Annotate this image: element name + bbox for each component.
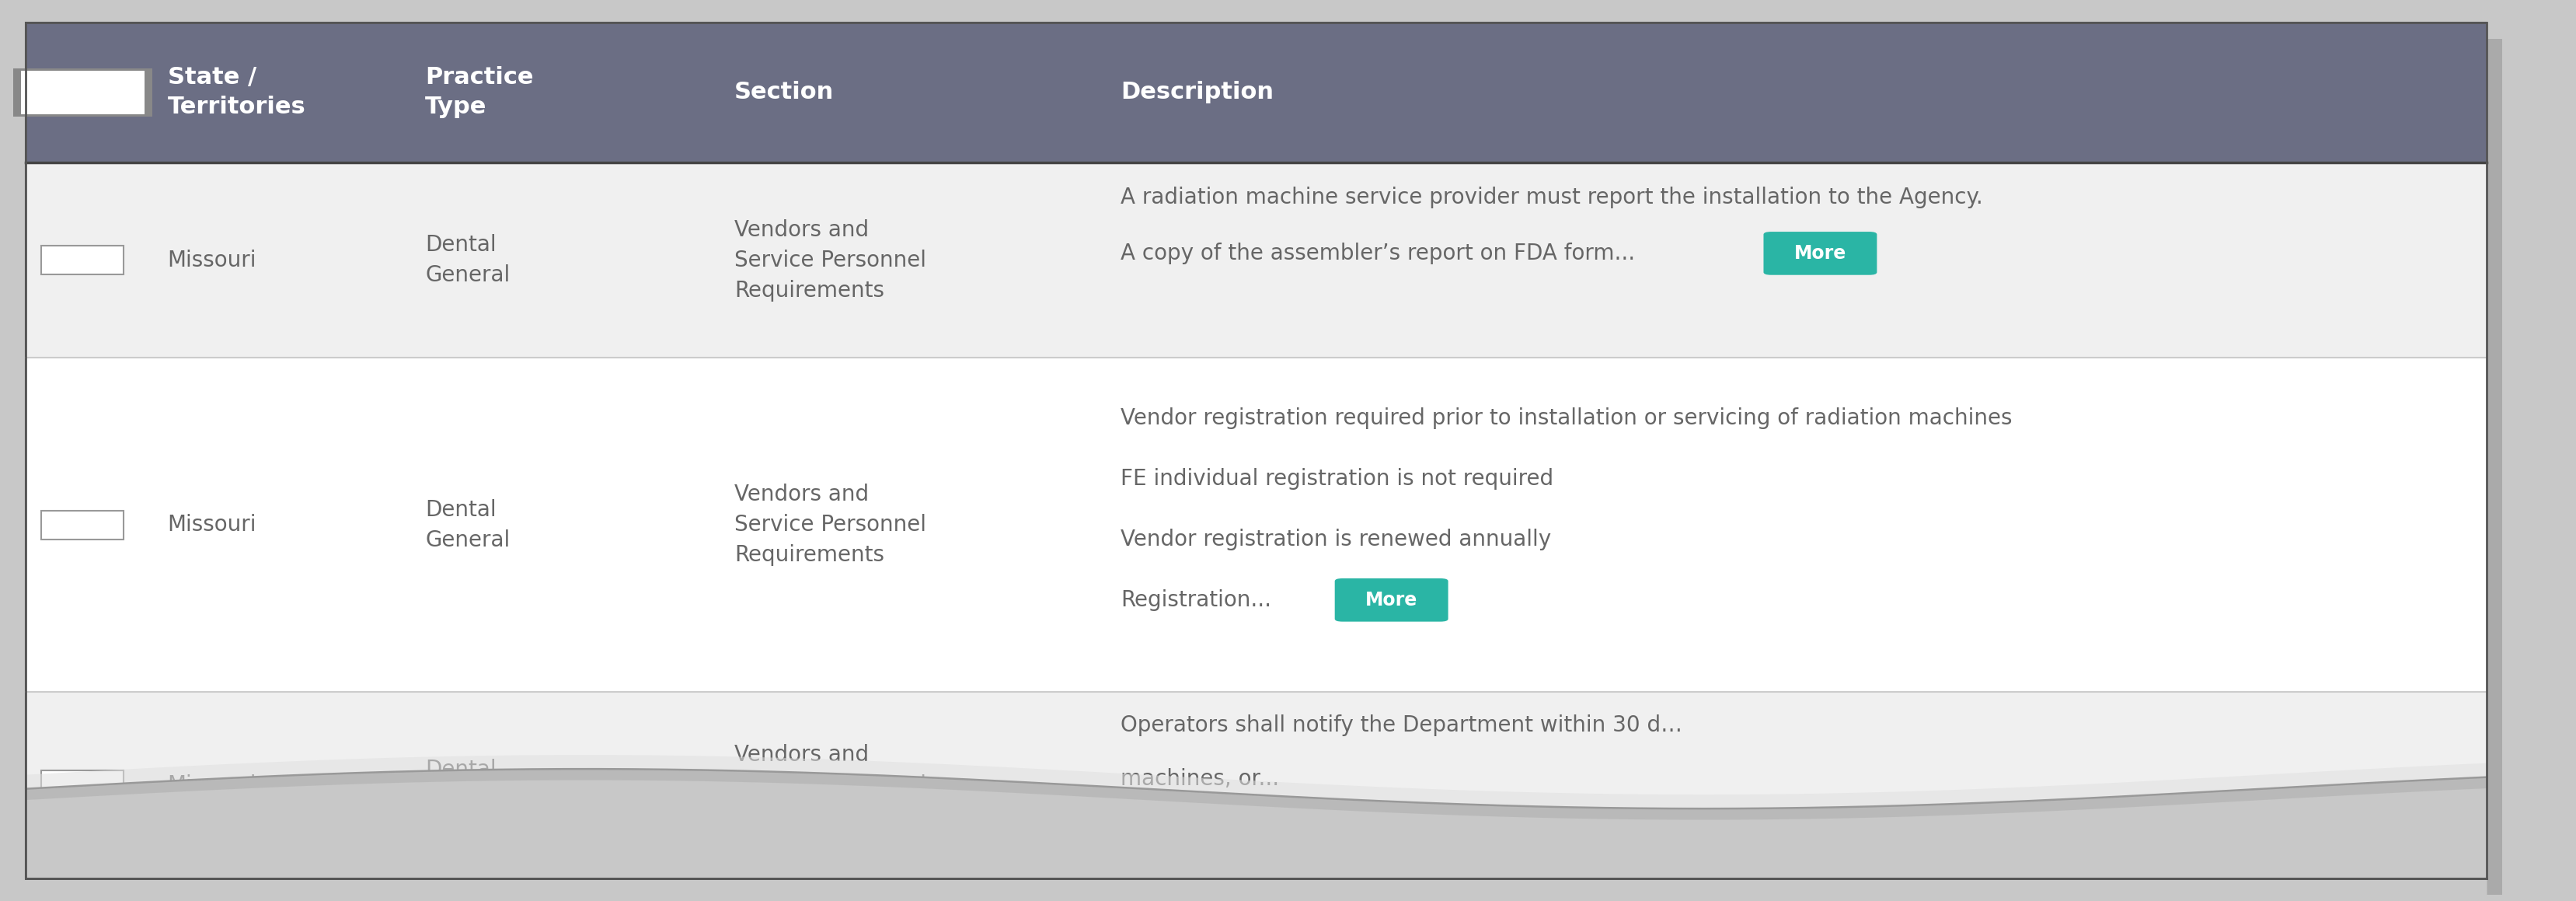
- Text: A copy of the assembler’s report on FDA form...: A copy of the assembler’s report on FDA …: [1121, 242, 1636, 264]
- FancyBboxPatch shape: [41, 510, 124, 539]
- Text: Missouri: Missouri: [167, 774, 258, 796]
- FancyBboxPatch shape: [26, 358, 2486, 692]
- FancyBboxPatch shape: [26, 23, 2486, 878]
- Text: Registration...: Registration...: [1121, 589, 1273, 611]
- FancyBboxPatch shape: [1334, 578, 1448, 622]
- Text: More: More: [1365, 591, 1417, 609]
- Text: Vendors and
Service Personnel
Requirements: Vendors and Service Personnel Requiremen…: [734, 219, 925, 301]
- Text: machines, or...: machines, or...: [1121, 768, 1280, 789]
- Text: Operators shall notify the Department within 30 d…: Operators shall notify the Department wi…: [1121, 714, 1682, 736]
- Text: Vendor registration is renewed annually: Vendor registration is renewed annually: [1121, 529, 1551, 551]
- FancyBboxPatch shape: [26, 162, 2486, 358]
- FancyBboxPatch shape: [13, 68, 152, 116]
- FancyBboxPatch shape: [41, 39, 2501, 895]
- Text: Practice
Type: Practice Type: [425, 67, 533, 118]
- Text: Description: Description: [1121, 81, 1273, 104]
- FancyBboxPatch shape: [41, 246, 124, 275]
- FancyBboxPatch shape: [26, 23, 2486, 162]
- FancyBboxPatch shape: [26, 692, 2486, 878]
- Text: Dental
General: Dental General: [425, 759, 510, 811]
- FancyBboxPatch shape: [21, 71, 144, 114]
- Text: A radiation machine service provider must report the installation to the Agency.: A radiation machine service provider mus…: [1121, 187, 1984, 208]
- Text: FE individual registration is not required: FE individual registration is not requir…: [1121, 468, 1553, 489]
- FancyBboxPatch shape: [41, 770, 124, 799]
- Text: State /
Territories: State / Territories: [167, 67, 307, 118]
- Text: Dental
General: Dental General: [425, 499, 510, 551]
- Text: Missouri: Missouri: [167, 514, 258, 536]
- Text: Section: Section: [734, 81, 835, 104]
- Text: Missouri: Missouri: [167, 250, 258, 271]
- Text: Vendors and
Service Personnel
Requirements: Vendors and Service Personnel Requiremen…: [734, 484, 925, 566]
- FancyBboxPatch shape: [1762, 232, 1875, 275]
- Text: Dental
General: Dental General: [425, 234, 510, 287]
- Text: Vendor registration required prior to installation or servicing of radiation mac: Vendor registration required prior to in…: [1121, 407, 2012, 429]
- Text: Vendors and
Service Personnel
Requirements: Vendors and Service Personnel Requiremen…: [734, 744, 925, 826]
- Text: More: More: [1793, 244, 1847, 263]
